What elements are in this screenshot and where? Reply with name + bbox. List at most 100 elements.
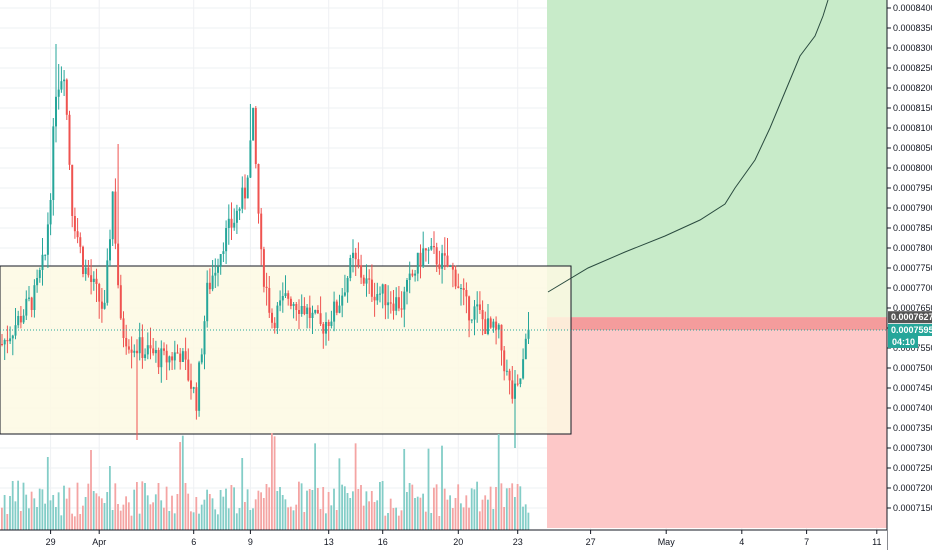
price-tick-label: 0.0008200: [893, 83, 932, 93]
candle-body: [424, 248, 427, 251]
candle-body: [157, 350, 160, 368]
candle-body: [49, 200, 52, 225]
volume-bar: [503, 507, 505, 530]
candle-body: [206, 282, 209, 322]
profit-zone: [547, 0, 887, 318]
price-tick-label: 0.0008350: [893, 23, 932, 33]
volume-bar: [173, 513, 176, 530]
candle-body: [360, 265, 363, 278]
candle-body: [25, 298, 28, 316]
volume-bar: [462, 507, 465, 530]
volume-bar: [98, 496, 100, 530]
time-tick-label: 7: [804, 537, 809, 547]
volume-bar: [514, 497, 516, 530]
candle-body: [173, 352, 176, 361]
countdown-tag-bg: [888, 336, 918, 348]
volume-bar: [384, 515, 387, 530]
candle-body: [516, 383, 519, 385]
candle-body: [365, 278, 368, 284]
volume-bar: [222, 496, 225, 530]
volume-bar: [192, 512, 195, 530]
candle-body: [352, 252, 354, 258]
volume-bar: [476, 481, 478, 530]
volume-bar: [68, 487, 71, 530]
candle-body: [1, 344, 3, 345]
candle-body: [63, 79, 66, 82]
volume-bar: [330, 505, 333, 530]
candle-body: [522, 359, 525, 379]
candle-body: [433, 246, 435, 248]
candle-body: [287, 293, 290, 299]
candle-body: [163, 348, 165, 351]
time-tick-label: May: [658, 537, 676, 547]
volume-bar: [433, 487, 435, 530]
candle-body: [111, 191, 114, 240]
volume-bar: [262, 498, 265, 530]
volume-bar: [235, 513, 238, 530]
candle-body: [222, 251, 225, 254]
time-tick-label: 20: [453, 537, 463, 547]
volume-bar: [165, 486, 168, 530]
volume-bar: [208, 494, 211, 530]
volume-bar: [473, 489, 476, 530]
candle-body: [33, 285, 36, 310]
volume-bar: [265, 484, 268, 530]
volume-bar: [505, 488, 508, 530]
volume-bar: [71, 513, 73, 530]
volume-bar: [33, 498, 36, 530]
candle-body: [338, 305, 341, 313]
volume-bar: [125, 496, 127, 530]
price-axis-bg: [887, 0, 932, 550]
volume-bar: [100, 498, 103, 530]
candle-body: [90, 275, 93, 282]
volume-bar: [149, 504, 152, 530]
volume-bar: [122, 504, 125, 530]
candle-body: [30, 297, 33, 310]
candle-body: [354, 252, 357, 260]
candle-body: [500, 324, 503, 351]
candle-body: [368, 278, 371, 280]
candle-body: [44, 254, 47, 256]
price-tick-label: 0.0007650: [893, 303, 932, 313]
volume-bar: [144, 483, 146, 530]
volume-bar: [379, 482, 381, 530]
candle-body: [73, 216, 76, 232]
price-tick-label: 0.0007250: [893, 463, 932, 473]
volume-bar: [489, 486, 492, 530]
time-tick-label: 9: [248, 537, 253, 547]
volume-bar: [79, 514, 82, 530]
volume-bar: [414, 498, 416, 530]
volume-bar: [95, 493, 98, 530]
candle-body: [497, 324, 500, 330]
candle-body: [308, 307, 311, 318]
candle-body: [252, 108, 255, 141]
volume-bar: [338, 458, 341, 530]
candle-body: [38, 270, 41, 278]
candle-body: [300, 306, 303, 314]
volume-bar: [319, 509, 322, 530]
overlays: [0, 0, 887, 331]
time-axis[interactable]: 29 Apr 6 9 13 16 20 23 27 May 4 7 11: [0, 529, 887, 550]
entry-price-tag-bg: [888, 311, 932, 324]
price-tick-label: 0.0007850: [893, 223, 932, 233]
time-tick-label: 29: [46, 537, 56, 547]
candle-body: [190, 380, 192, 389]
volume-bar: [408, 483, 411, 530]
volume-bar: [376, 500, 379, 530]
price-axis[interactable]: 0.0008400 0.0008350 0.0008300 0.0008250 0.00…: [886, 0, 932, 550]
volume-bar: [306, 490, 308, 530]
volume-bar: [146, 495, 149, 530]
candle-body: [403, 291, 406, 310]
candle-body: [55, 96, 57, 127]
volume-bar: [446, 499, 449, 530]
volume-bar: [211, 498, 214, 530]
volume-bar: [184, 483, 187, 530]
candle-body: [397, 297, 400, 309]
volume-bar: [500, 483, 503, 530]
volume-bar: [179, 442, 181, 530]
volume-bar: [30, 491, 33, 530]
price-tick-label: 0.0007950: [893, 183, 932, 193]
candle-body: [230, 218, 233, 228]
candle-body: [84, 267, 87, 274]
